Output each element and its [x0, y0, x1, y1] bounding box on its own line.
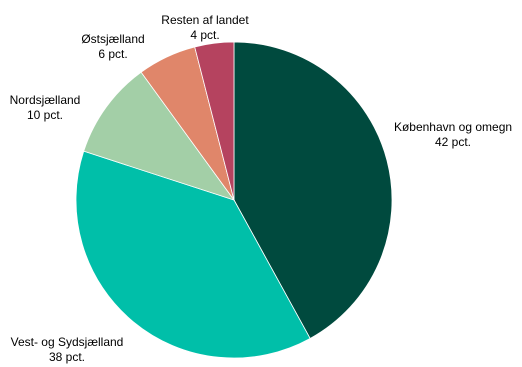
slice-name-label: Østsjælland [81, 32, 144, 46]
slice-value-label: 42 pct. [435, 135, 471, 149]
pie-slice [75, 150, 311, 359]
slice-name-label: København og omegn [394, 120, 512, 134]
slice-value-label: 6 pct. [98, 47, 127, 61]
pie-slices [75, 41, 393, 359]
slice-name-label: Vest- og Sydsjælland [11, 335, 124, 349]
slice-value-label: 10 pct. [27, 108, 63, 122]
slice-name-label: Nordsjælland [10, 93, 81, 107]
slice-value-label: 38 pct. [49, 350, 85, 364]
pie-slice [194, 41, 235, 201]
slice-value-label: 4 pct. [190, 28, 219, 42]
pie-slice [83, 71, 236, 201]
pie-slice [233, 41, 393, 340]
slice-name-label: Resten af landet [161, 13, 249, 27]
pie-labels: København og omegn 42 pct. Vest- og Syds… [10, 13, 512, 364]
